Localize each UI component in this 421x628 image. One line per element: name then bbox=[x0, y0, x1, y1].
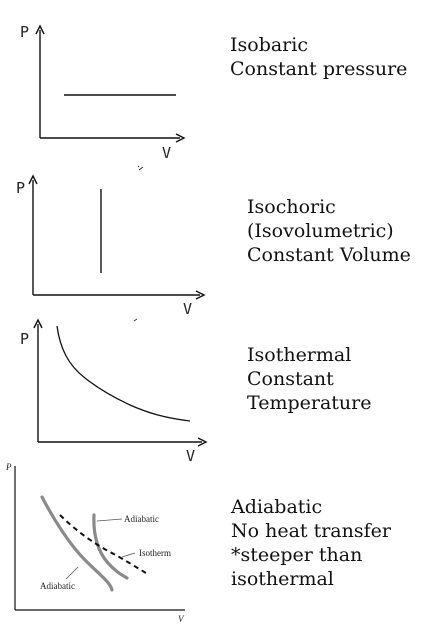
description-line: Isobaric bbox=[230, 34, 308, 56]
description-line: isothermal bbox=[231, 568, 334, 590]
p-axis-label: P bbox=[20, 330, 29, 348]
stray-mark bbox=[137, 165, 144, 171]
isotherm-curve bbox=[59, 514, 147, 574]
v-axis-label: V bbox=[186, 447, 195, 465]
v-axis-label: V bbox=[162, 144, 171, 162]
description-line: Isochoric bbox=[247, 196, 336, 218]
description-line: No heat transfer bbox=[231, 520, 391, 542]
v-axis-arrow bbox=[175, 133, 186, 143]
v-axis-arrow bbox=[195, 290, 206, 300]
p-axis-arrow bbox=[33, 318, 43, 329]
curve-label-leader bbox=[121, 552, 136, 558]
p-axis-label: P bbox=[5, 462, 12, 472]
adiabatic-curve bbox=[92, 513, 129, 580]
isotherm-label: Isotherm bbox=[139, 548, 171, 558]
curve-label-leader bbox=[65, 566, 79, 580]
isotherm-curve bbox=[56, 325, 191, 422]
adiabatic-curve bbox=[40, 495, 114, 592]
p-axis-label: P bbox=[16, 179, 25, 197]
adiabatic-label: Adiabatic bbox=[124, 514, 159, 524]
description-line: Adiabatic bbox=[231, 496, 323, 518]
description-line: Constant pressure bbox=[230, 58, 408, 80]
isobaric-description: Isobaric Constant pressure bbox=[230, 33, 407, 81]
description-line: Constant Volume bbox=[247, 244, 411, 266]
v-axis-label: V bbox=[178, 614, 185, 624]
p-axis-label: P bbox=[20, 23, 29, 41]
curve-label-leader bbox=[96, 518, 123, 522]
adiabatic-description: Adiabatic No heat transfer *steeper than… bbox=[231, 495, 391, 591]
adiabatic-label: Adiabatic bbox=[40, 581, 75, 591]
v-axis-label: V bbox=[183, 300, 192, 318]
p-axis-arrow bbox=[28, 174, 38, 185]
isothermal-description: Isothermal Constant Temperature bbox=[247, 343, 371, 415]
p-axis-arrow bbox=[35, 24, 45, 35]
description-line: *steeper than bbox=[231, 544, 363, 566]
stray-mark bbox=[133, 318, 138, 322]
description-line: Temperature bbox=[247, 392, 372, 414]
description-line: Constant bbox=[247, 368, 334, 390]
description-line: (Isovolumetric) bbox=[247, 220, 394, 242]
description-line: Isothermal bbox=[247, 344, 352, 366]
v-axis-arrow bbox=[197, 437, 208, 447]
isochoric-description: Isochoric (Isovolumetric) Constant Volum… bbox=[247, 195, 411, 267]
